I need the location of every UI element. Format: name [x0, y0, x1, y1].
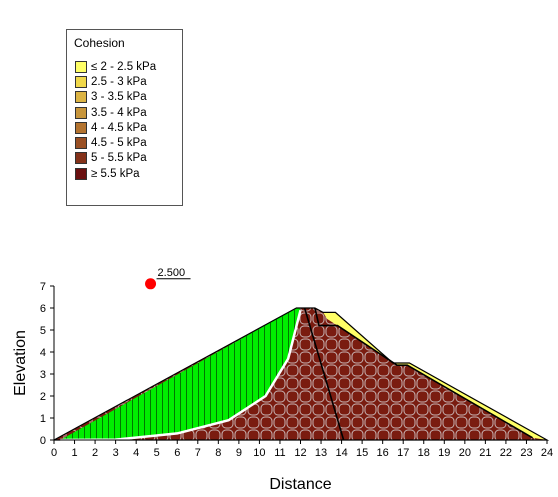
x-tick-label: 16	[377, 447, 389, 459]
cohesion-legend: Cohesion ≤ 2 - 2.5 kPa 2.5 - 3 kPa 3 - 3.5…	[66, 29, 183, 206]
x-tick-label: 10	[253, 447, 265, 459]
y-tick-label: 2	[40, 391, 46, 403]
y-axis-title: Elevation	[12, 330, 29, 396]
legend-label: 4 - 4.5 kPa	[91, 121, 147, 134]
legend-swatch	[75, 106, 87, 119]
y-tick-label: 7	[40, 281, 46, 293]
y-tick-label: 1	[40, 413, 46, 425]
y-tick-label: 5	[40, 325, 46, 337]
legend-swatch	[75, 75, 87, 88]
legend-swatch	[75, 60, 87, 73]
legend-swatch	[75, 167, 87, 180]
x-tick-label: 12	[294, 447, 306, 459]
legend-item: ≥ 5.5 kPa	[75, 166, 156, 181]
x-tick-label: 19	[438, 447, 450, 459]
x-tick-label: 14	[335, 447, 347, 459]
legend-items: ≤ 2 - 2.5 kPa 2.5 - 3 kPa 3 - 3.5 kPa 3.5 -…	[75, 59, 156, 181]
x-tick-label: 3	[113, 447, 119, 459]
factor-of-safety-marker: 2.500	[145, 267, 191, 290]
x-tick-label: 22	[500, 447, 512, 459]
y-tick-label: 4	[40, 347, 46, 359]
x-tick-label: 4	[133, 447, 139, 459]
legend-item: 3 - 3.5 kPa	[75, 90, 156, 105]
legend-label: 5 - 5.5 kPa	[91, 152, 147, 165]
x-tick-label: 17	[397, 447, 409, 459]
core-boundary-line	[303, 307, 345, 441]
legend-swatch	[75, 91, 87, 104]
sliding-mass	[60, 308, 301, 440]
x-tick-label: 18	[418, 447, 430, 459]
slope-outline	[53, 307, 550, 441]
legend-label: 2.5 - 3 kPa	[91, 75, 147, 88]
x-tick-label: 7	[195, 447, 201, 459]
x-tick-label: 8	[215, 447, 221, 459]
legend-title: Cohesion	[74, 36, 125, 50]
legend-item: 2.5 - 3 kPa	[75, 74, 156, 89]
x-tick-label: 9	[236, 447, 242, 459]
x-tick-label: 13	[315, 447, 327, 459]
legend-item: 5 - 5.5 kPa	[75, 151, 156, 166]
legend-item: 4.5 - 5 kPa	[75, 135, 156, 150]
x-tick-label: 5	[154, 447, 160, 459]
yellow-layer	[323, 312, 547, 440]
legend-label: 3 - 3.5 kPa	[91, 91, 147, 104]
legend-item: ≤ 2 - 2.5 kPa	[75, 59, 156, 74]
legend-item: 3.5 - 4 kPa	[75, 105, 156, 120]
slope-layers	[53, 307, 550, 442]
y-tick-label: 3	[40, 369, 46, 381]
x-tick-label: 15	[356, 447, 368, 459]
x-tick-label: 6	[174, 447, 180, 459]
slip-center-dot	[145, 278, 157, 290]
factor-of-safety-label: 2.500	[158, 267, 186, 279]
x-tick-label: 24	[541, 447, 553, 459]
x-tick-label: 21	[479, 447, 491, 459]
x-tick-label: 2	[92, 447, 98, 459]
x-tick-label: 20	[459, 447, 471, 459]
x-tick-label: 11	[274, 447, 285, 459]
legend-swatch	[75, 152, 87, 165]
y-tick-label: 6	[40, 303, 46, 315]
legend-label: 4.5 - 5 kPa	[91, 137, 147, 150]
legend-swatch	[75, 121, 87, 134]
legend-label: ≤ 2 - 2.5 kPa	[91, 60, 157, 73]
legend-label: ≥ 5.5 kPa	[91, 167, 140, 180]
legend-swatch	[75, 137, 87, 150]
y-tick-label: 0	[40, 435, 46, 447]
x-tick-label: 0	[51, 447, 57, 459]
x-axis-title: Distance	[269, 476, 331, 493]
axes: 0 1 2 3 4 5 6 7 8 9 10 11 12 13 14 15 16 17 18 19 20 21 22 23 24…	[12, 281, 553, 493]
x-tick-label: 1	[71, 447, 77, 459]
legend-item: 4 - 4.5 kPa	[75, 120, 156, 135]
x-tick-label: 23	[520, 447, 532, 459]
inner-layer-line	[314, 307, 534, 439]
legend-label: 3.5 - 4 kPa	[91, 106, 147, 119]
